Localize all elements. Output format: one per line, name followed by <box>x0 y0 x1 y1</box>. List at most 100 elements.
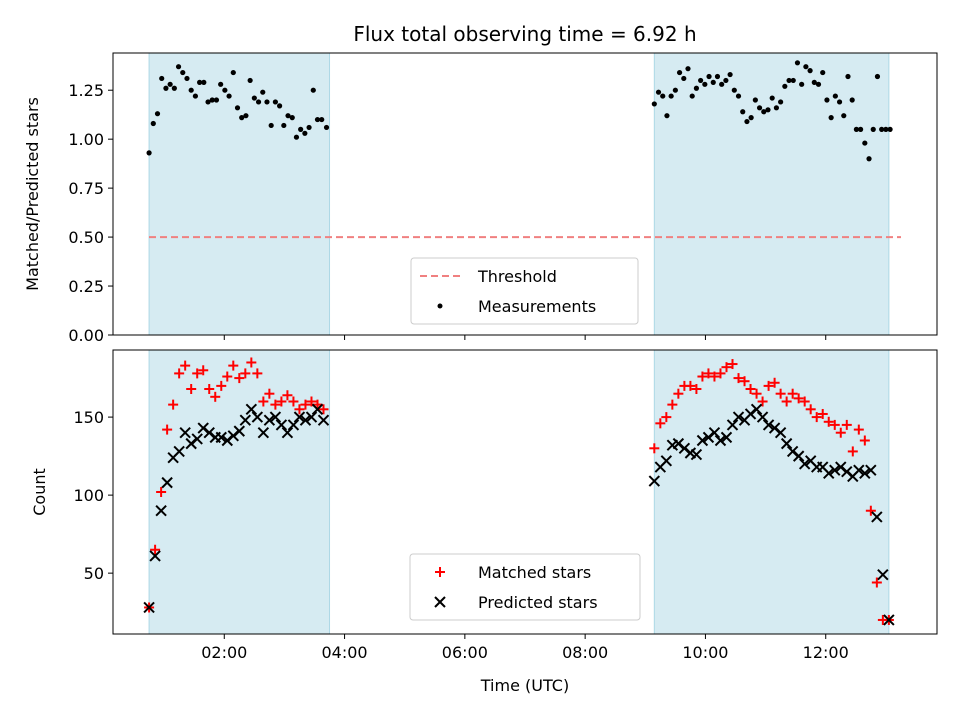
predicted-star-point <box>239 414 252 426</box>
matched-star-point <box>228 360 239 371</box>
predicted-star-point <box>173 445 185 458</box>
measurement-point <box>874 73 881 80</box>
predicted-star-point <box>251 411 264 423</box>
measurement-point <box>866 156 872 162</box>
measurement-point <box>773 105 780 111</box>
measurement-point <box>756 105 763 111</box>
top-legend: Threshold Measurements <box>410 257 639 325</box>
measurement-points <box>146 60 893 162</box>
measurement-point <box>302 130 308 136</box>
matched-star-point <box>210 391 221 402</box>
measurement-point <box>719 81 725 87</box>
matched-star-point <box>781 396 792 407</box>
predicted-star-point <box>750 403 763 416</box>
matched-star-point <box>787 388 798 399</box>
bottom-x-tick-label-3: 08:00 <box>562 643 608 662</box>
measurement-point <box>255 99 262 105</box>
chart-title: Flux total observing time = 6.92 h <box>353 22 696 46</box>
matched-star-point <box>715 368 726 379</box>
predicted-star-point <box>865 464 877 476</box>
measurement-point <box>832 93 838 99</box>
measurement-point <box>314 116 321 123</box>
measurement-point <box>213 97 220 103</box>
measurement-point <box>306 124 312 131</box>
measurement-point <box>664 113 670 119</box>
predicted-star-point <box>756 411 769 423</box>
bottom-x-tick-label-2: 06:00 <box>442 643 488 662</box>
predicted-star-point <box>281 426 294 439</box>
predicted-star-point <box>774 426 787 439</box>
matched-star-point <box>174 368 185 379</box>
predicted-star-point <box>155 505 167 517</box>
matched-star-point <box>204 384 215 395</box>
top-x-ticks <box>223 335 827 340</box>
measurement-point <box>731 87 737 93</box>
predicted-star-point <box>883 614 895 626</box>
measurement-point <box>744 118 750 125</box>
measurement-point <box>163 85 169 91</box>
measurement-point <box>765 107 771 113</box>
measurement-point <box>293 134 300 140</box>
measurement-point <box>651 101 657 107</box>
bottom-shaded-regions <box>148 349 890 635</box>
matched-star-point <box>859 435 870 446</box>
matched-star-point <box>192 368 203 379</box>
measurement-point <box>714 73 721 80</box>
matched-star-point <box>168 399 179 410</box>
predicted-star-point <box>877 568 889 581</box>
measurement-point <box>192 93 198 99</box>
matched-star-point <box>318 404 329 415</box>
matched-star-point <box>282 390 293 401</box>
predicted-star-point <box>311 403 324 416</box>
matched-star-point <box>799 396 810 407</box>
matched-star-point <box>162 424 173 435</box>
top-y-tick-label-2: 0.50 <box>68 228 104 247</box>
matched-star-point <box>258 396 269 407</box>
predicted-star-point <box>257 426 270 439</box>
predicted-star-point <box>780 437 793 450</box>
matched-star-point <box>306 396 317 407</box>
measurement-point <box>146 150 152 156</box>
matched-star-point <box>180 360 191 371</box>
measurement-point <box>735 93 742 99</box>
predicted-star-point <box>798 458 811 470</box>
measurement-point <box>710 79 716 85</box>
predicted-star-point <box>317 414 330 426</box>
measurement-point <box>209 97 215 103</box>
bottom-x-tick-label-0: 02:00 <box>201 643 247 662</box>
measurement-point <box>247 77 253 84</box>
bottom-x-tick-label-5: 12:00 <box>803 643 849 662</box>
measurement-point <box>790 77 796 84</box>
predicted-star-point <box>871 511 883 523</box>
measurement-point <box>786 77 792 84</box>
legend-matched-label: Matched stars <box>478 563 591 582</box>
matched-star-point <box>288 396 299 407</box>
matched-star-point <box>763 380 774 391</box>
measurement-point <box>205 99 211 105</box>
legend-predicted-swatch <box>434 596 446 608</box>
matched-star-point <box>691 384 702 395</box>
measurement-point <box>188 87 194 93</box>
matched-star-point <box>156 487 167 497</box>
matched-star-point <box>240 368 251 379</box>
measurement-point <box>222 87 228 93</box>
measurement-point <box>184 75 190 82</box>
measurement-point <box>272 99 278 105</box>
measurement-point <box>323 124 330 131</box>
measurement-point <box>298 126 304 132</box>
matched-star-point <box>300 399 311 410</box>
measurement-point <box>672 87 678 93</box>
measurement-point <box>723 77 729 84</box>
measurement-point <box>769 95 775 101</box>
legend-measurements-label: Measurements <box>478 297 596 316</box>
bottom-axes-frame <box>112 349 938 635</box>
predicted-star-point <box>161 476 173 489</box>
top-panel: 0.00 0.25 0.50 0.75 1.00 1.25 Flux total obse… <box>23 22 938 345</box>
predicted-star-point <box>275 419 288 431</box>
bottom-y-axis-label: Count <box>30 468 49 516</box>
measurement-point <box>230 69 236 76</box>
measurement-point <box>285 113 291 119</box>
predicted-star-point <box>287 419 300 431</box>
measurement-point <box>310 87 316 93</box>
predicted-star-point <box>708 426 721 439</box>
